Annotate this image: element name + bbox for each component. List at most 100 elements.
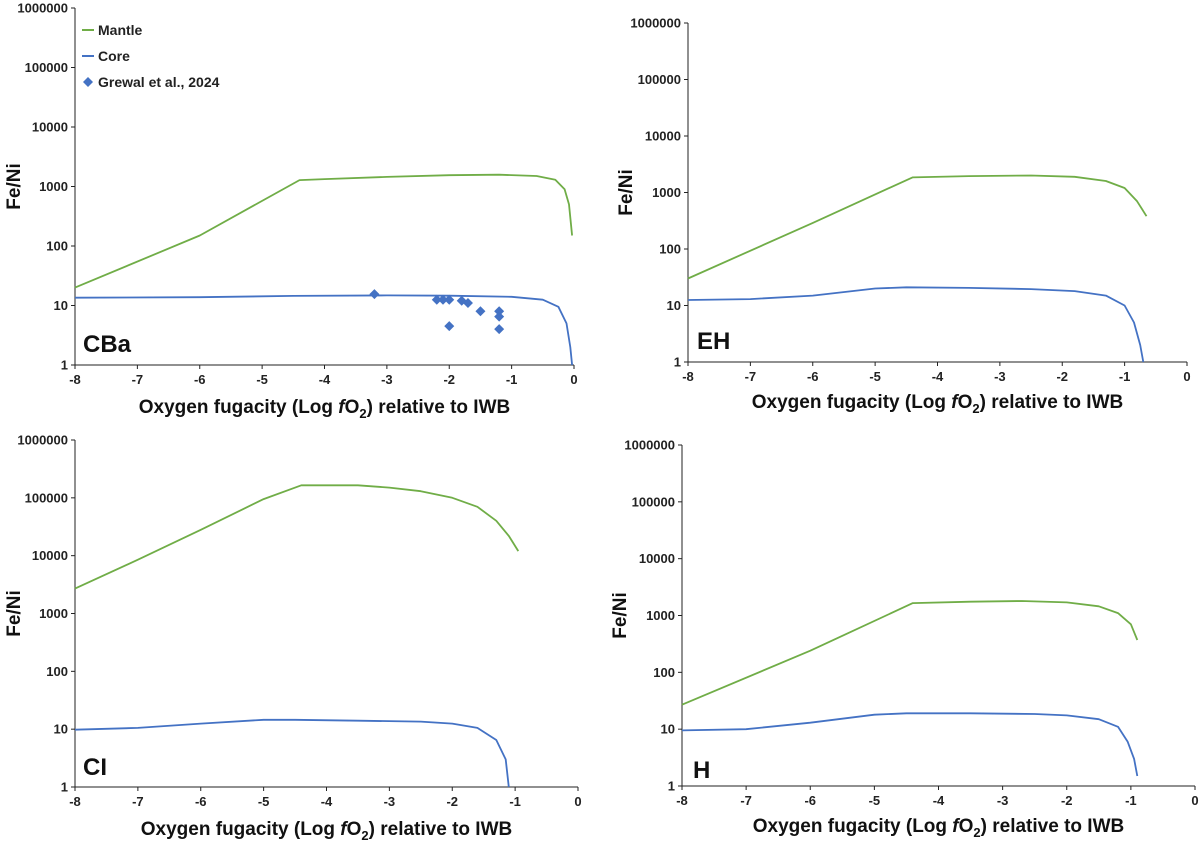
x-axis-title-part: Oxygen fugacity (Log	[139, 397, 339, 418]
x-tick-label: -4	[932, 369, 944, 384]
y-tick-label: 100	[653, 665, 675, 680]
grewal-et-al-2024-point	[438, 294, 449, 305]
legend-core-label: Core	[98, 48, 130, 64]
y-tick-label: 10	[667, 298, 681, 313]
x-tick-label: -4	[933, 793, 945, 808]
x-axis-title-part: f	[340, 819, 348, 840]
grewal-et-al-2024-point	[475, 306, 486, 317]
x-tick-label: -7	[745, 369, 757, 384]
x-tick-label: -3	[997, 793, 1009, 808]
x-axis-title: Oxygen fugacity (Log fO2) relative to IW…	[752, 392, 1123, 416]
y-axis-title: Fe/Ni	[4, 163, 25, 209]
y-tick-label: 1000	[39, 606, 68, 621]
y-tick-label: 100	[46, 664, 68, 679]
y-tick-label: 1000000	[17, 1, 68, 16]
y-tick-label: 10	[661, 722, 675, 737]
y-tick-label: 100000	[638, 72, 681, 87]
y-tick-label: 100000	[25, 60, 68, 75]
panel-label: H	[693, 757, 710, 784]
mantle-line	[74, 484, 520, 590]
x-tick-label: -1	[506, 372, 518, 387]
y-tick-label: 1	[674, 355, 681, 370]
y-tick-label: 10000	[639, 551, 675, 566]
y-tick-label: 100000	[25, 490, 68, 505]
legend-grewal-et-al-2024-swatch	[83, 77, 93, 87]
x-tick-label: 0	[1183, 369, 1190, 384]
x-tick-label: -5	[256, 372, 268, 387]
grewal-et-al-2024-point	[369, 289, 380, 300]
y-axis-title: Fe/Ni	[610, 592, 631, 638]
x-axis-title-part: ) relative to IWB	[980, 392, 1124, 413]
y-tick-label: 1	[61, 780, 68, 795]
legend-grewal-et-al-2024-label: Grewal et al., 2024	[98, 74, 220, 90]
y-tick-label: 1000	[646, 608, 675, 623]
x-axis-title-part: 2	[973, 825, 980, 840]
panel-h: 1 10 100 1000 10000 100000 1000000 -8 -7 -6 -5 -4 -3…	[610, 438, 1199, 841]
mantle-line	[74, 173, 573, 289]
x-tick-label: -5	[869, 793, 881, 808]
core-line	[687, 286, 1145, 363]
x-axis-title-part: ) relative to IWB	[369, 819, 513, 840]
x-axis-title-part: ) relative to IWB	[981, 816, 1125, 837]
grewal-et-al-2024-point	[444, 321, 455, 332]
core-line	[74, 718, 510, 788]
y-tick-label: 100	[46, 239, 68, 254]
x-axis-title-part: Oxygen fugacity (Log	[141, 819, 341, 840]
x-axis-title-part: 2	[972, 401, 979, 416]
mantle-line	[681, 600, 1139, 706]
y-tick-label: 1	[61, 358, 68, 373]
x-tick-label: -2	[1056, 369, 1068, 384]
y-tick-label: 1000	[39, 179, 68, 194]
y-tick-label: 1000000	[630, 16, 681, 31]
y-axis-title: Fe/Ni	[616, 169, 637, 215]
y-tick-label: 10000	[32, 120, 68, 135]
x-tick-label: -5	[869, 369, 881, 384]
y-tick-label: 10	[54, 298, 68, 313]
x-axis-title-part: ) relative to IWB	[367, 397, 511, 418]
x-axis-title-part: Oxygen fugacity (Log	[753, 816, 953, 837]
x-tick-label: -2	[443, 372, 455, 387]
x-tick-label: -8	[682, 369, 694, 384]
mantle-line	[687, 174, 1148, 280]
x-tick-label: -4	[321, 794, 333, 809]
x-axis-title-part: f	[951, 392, 959, 413]
y-tick-label: 100	[659, 242, 681, 257]
core-line	[681, 712, 1139, 777]
x-tick-label: -8	[69, 372, 81, 387]
y-tick-label: 10	[54, 722, 68, 737]
y-tick-label: 10000	[32, 548, 68, 563]
x-tick-label: -1	[509, 794, 521, 809]
x-tick-label: -1	[1125, 793, 1137, 808]
x-tick-label: -7	[132, 372, 144, 387]
grewal-et-al-2024-point	[462, 298, 473, 309]
y-axis-title: Fe/Ni	[4, 590, 25, 636]
grewal-et-al-2024-point	[494, 324, 505, 335]
y-tick-label: 1000000	[17, 433, 68, 448]
x-tick-label: -3	[384, 794, 396, 809]
x-tick-label: -8	[69, 794, 81, 809]
x-tick-label: -4	[319, 372, 331, 387]
grewal-et-al-2024-point	[444, 294, 455, 305]
x-axis-title: Oxygen fugacity (Log fO2) relative to IW…	[139, 397, 510, 421]
y-tick-label: 1000	[652, 185, 681, 200]
x-axis-title-part: O	[345, 397, 360, 418]
x-axis-title-part: O	[959, 816, 974, 837]
x-axis-title-part: 2	[361, 828, 368, 843]
panel-label: EH	[697, 328, 730, 355]
panel-ci: 1 10 100 1000 10000 100000 1000000 -8 -7 -6 -5 -4 -3…	[4, 433, 582, 844]
panel-label: CBa	[83, 331, 132, 358]
grewal-et-al-2024-point	[494, 311, 505, 322]
legend: Mantle Core Grewal et al., 2024	[82, 22, 220, 90]
x-axis-title-part: 2	[359, 406, 366, 421]
legend-mantle-label: Mantle	[98, 22, 143, 38]
x-tick-label: 0	[1191, 793, 1198, 808]
x-axis-title-part: Oxygen fugacity (Log	[752, 392, 952, 413]
x-axis-title: Oxygen fugacity (Log fO2) relative to IW…	[141, 819, 512, 843]
x-axis-title-part: O	[347, 819, 362, 840]
x-tick-label: -3	[994, 369, 1006, 384]
x-tick-label: -7	[740, 793, 752, 808]
x-axis-title: Oxygen fugacity (Log fO2) relative to IW…	[753, 816, 1124, 840]
x-axis-title-part: f	[952, 816, 960, 837]
x-tick-label: -7	[132, 794, 144, 809]
panel-label: CI	[83, 754, 107, 781]
